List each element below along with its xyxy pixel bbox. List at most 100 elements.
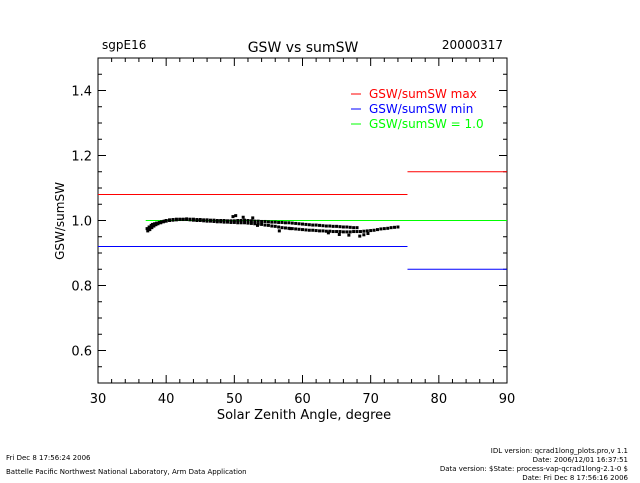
data-point bbox=[280, 226, 284, 230]
data-point bbox=[338, 230, 342, 234]
data-point bbox=[307, 223, 311, 227]
legend-label: GSW/sumSW max bbox=[369, 87, 477, 101]
footer-data-version: Data version: $State: process-vap-qcrad1… bbox=[439, 465, 628, 473]
legend-label: GSW/sumSW min bbox=[369, 102, 473, 116]
data-point bbox=[352, 226, 356, 230]
data-point bbox=[311, 228, 315, 232]
data-point bbox=[256, 219, 260, 223]
data-point bbox=[145, 227, 149, 231]
data-point bbox=[277, 225, 281, 229]
data-point bbox=[348, 230, 352, 234]
data-point bbox=[355, 226, 359, 230]
data-point bbox=[161, 220, 165, 224]
data-point bbox=[154, 223, 158, 227]
data-point bbox=[260, 222, 264, 226]
data-point bbox=[311, 223, 315, 227]
data-point bbox=[362, 229, 366, 233]
data-point bbox=[215, 219, 219, 222]
x-tick-label: 60 bbox=[294, 392, 311, 407]
x-tick-label: 80 bbox=[431, 392, 448, 407]
data-point bbox=[156, 222, 160, 226]
y-tick-label: 0.6 bbox=[71, 345, 92, 360]
data-point bbox=[226, 219, 230, 223]
data-point bbox=[222, 219, 226, 222]
data-point bbox=[369, 229, 373, 233]
data-point bbox=[335, 224, 339, 228]
data-point bbox=[321, 229, 325, 233]
data-point bbox=[273, 220, 277, 224]
data-point bbox=[358, 230, 362, 234]
data-point bbox=[393, 225, 397, 229]
data-point bbox=[348, 225, 352, 229]
data-point bbox=[249, 221, 253, 225]
data-point bbox=[326, 231, 330, 235]
data-point bbox=[231, 215, 235, 219]
data-point bbox=[324, 224, 328, 228]
data-point bbox=[152, 224, 156, 228]
data-point bbox=[307, 228, 311, 232]
data-point bbox=[185, 217, 189, 221]
data-point bbox=[301, 222, 304, 226]
data-point bbox=[246, 219, 250, 222]
data-point bbox=[273, 224, 277, 228]
data-point bbox=[331, 230, 335, 234]
data-point bbox=[324, 229, 328, 233]
data-point bbox=[188, 217, 192, 221]
data-point bbox=[318, 223, 322, 227]
data-point bbox=[337, 232, 341, 236]
x-tick-label: 90 bbox=[499, 392, 516, 407]
footer-timestamp: Fri Dec 8 17:56:24 2006 bbox=[6, 454, 91, 462]
data-point bbox=[335, 230, 339, 234]
data-point bbox=[304, 222, 308, 226]
data-point bbox=[366, 232, 370, 235]
data-point bbox=[263, 219, 267, 223]
data-point bbox=[222, 220, 226, 224]
data-point bbox=[304, 228, 308, 232]
data-point bbox=[212, 218, 216, 222]
data-point bbox=[283, 226, 287, 230]
data-point bbox=[249, 219, 253, 223]
data-point bbox=[243, 221, 247, 225]
data-point bbox=[181, 217, 185, 221]
x-tick-label: 50 bbox=[226, 392, 243, 407]
data-point bbox=[345, 230, 349, 234]
data-point bbox=[283, 221, 287, 225]
x-tick-label: 70 bbox=[362, 392, 379, 407]
data-point bbox=[347, 233, 351, 237]
data-point bbox=[328, 224, 332, 228]
footer-idl-date: Date: 2006/12/01 16:37:51 bbox=[532, 456, 628, 464]
data-point bbox=[352, 230, 356, 234]
data-point bbox=[191, 217, 195, 221]
data-point bbox=[202, 218, 206, 222]
data-point bbox=[171, 218, 175, 222]
data-point bbox=[150, 226, 154, 230]
data-point bbox=[253, 219, 257, 223]
data-point bbox=[236, 219, 240, 222]
data-point bbox=[386, 226, 390, 230]
data-point bbox=[290, 227, 294, 231]
data-point bbox=[263, 223, 267, 227]
data-point bbox=[270, 224, 274, 228]
y-tick-label: 1.4 bbox=[71, 85, 92, 100]
footer-data-date: Date: Fri Dec 8 17:56:16 2006 bbox=[522, 474, 628, 482]
data-point bbox=[219, 219, 223, 222]
data-point bbox=[321, 224, 325, 228]
data-point bbox=[287, 221, 291, 225]
data-point bbox=[372, 228, 376, 232]
data-point bbox=[280, 220, 284, 224]
site-label: sgpE16 bbox=[102, 38, 146, 52]
data-point bbox=[198, 218, 202, 222]
data-point bbox=[251, 216, 255, 220]
data-point bbox=[208, 218, 212, 222]
data-point bbox=[232, 219, 236, 223]
data-point bbox=[239, 219, 243, 222]
data-point bbox=[358, 234, 362, 238]
data-point bbox=[375, 228, 379, 232]
data-point bbox=[236, 221, 240, 225]
data-point bbox=[382, 227, 386, 231]
footer-organization: Battelle Pacific Northwest National Labo… bbox=[6, 468, 247, 476]
data-point bbox=[229, 219, 233, 223]
data-point bbox=[294, 227, 298, 231]
y-axis-label: GSW/sumSW bbox=[53, 182, 67, 260]
data-point bbox=[232, 220, 236, 224]
